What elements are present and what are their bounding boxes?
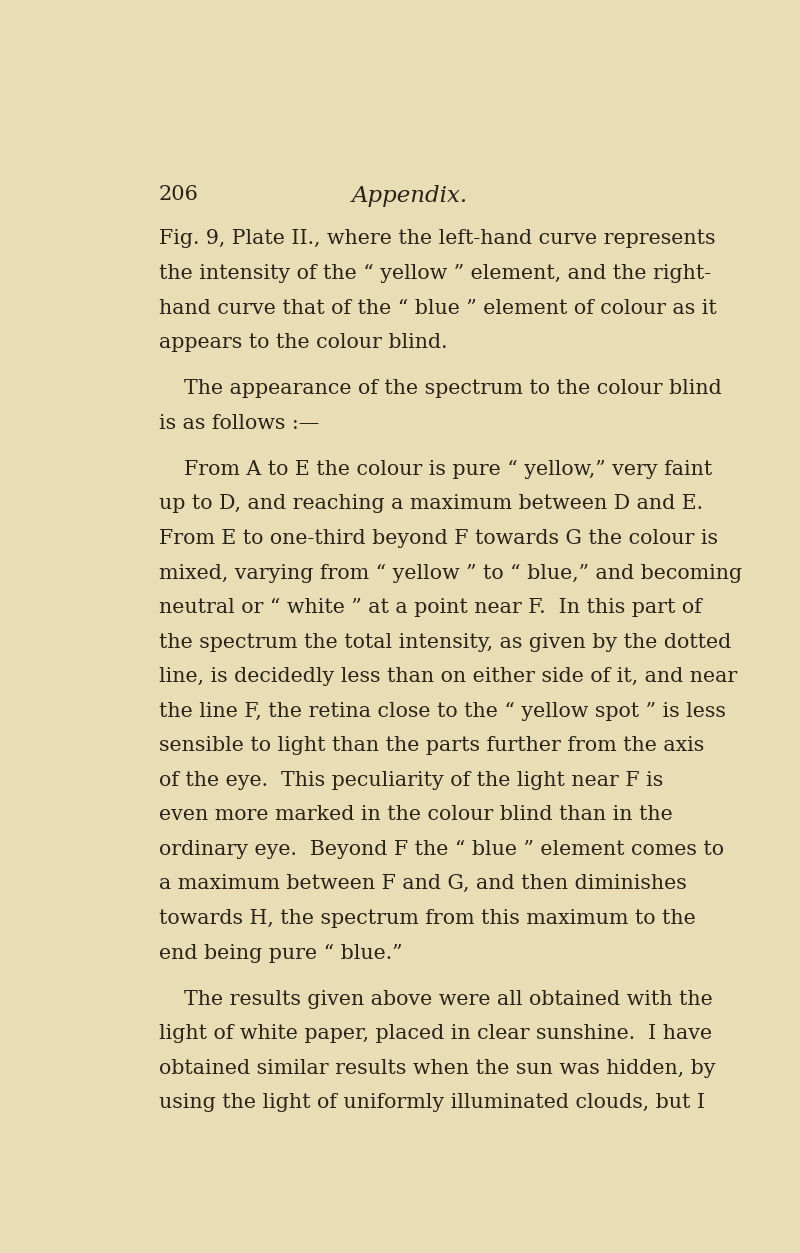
Text: appears to the colour blind.: appears to the colour blind. [159, 333, 447, 352]
Text: From A to E the colour is pure “ yellow,” very faint: From A to E the colour is pure “ yellow,… [184, 460, 712, 479]
Text: using the light of uniformly illuminated clouds, but I: using the light of uniformly illuminated… [159, 1093, 705, 1113]
Text: up to D, and reaching a maximum between D and E.: up to D, and reaching a maximum between … [159, 495, 703, 514]
Text: the spectrum the total intensity, as given by the dotted: the spectrum the total intensity, as giv… [159, 633, 731, 652]
Text: sensible to light than the parts further from the axis: sensible to light than the parts further… [159, 737, 704, 756]
Text: The appearance of the spectrum to the colour blind: The appearance of the spectrum to the co… [184, 380, 722, 398]
Text: Fig. 9, Plate II., where the left-hand curve represents: Fig. 9, Plate II., where the left-hand c… [159, 229, 715, 248]
Text: a maximum between F and G, and then diminishes: a maximum between F and G, and then dimi… [159, 875, 686, 893]
Text: From E to one-third beyond F towards G the colour is: From E to one-third beyond F towards G t… [159, 529, 718, 548]
Text: of the eye.  This peculiarity of the light near F is: of the eye. This peculiarity of the ligh… [159, 771, 663, 789]
Text: is as follows :—: is as follows :— [159, 413, 319, 432]
Text: neutral or “ white ” at a point near F.  In this part of: neutral or “ white ” at a point near F. … [159, 598, 702, 618]
Text: 206: 206 [159, 185, 198, 204]
Text: end being pure “ blue.”: end being pure “ blue.” [159, 944, 402, 962]
Text: towards H, the spectrum from this maximum to the: towards H, the spectrum from this maximu… [159, 908, 696, 928]
Text: the intensity of the “ yellow ” element, and the right-: the intensity of the “ yellow ” element,… [159, 264, 711, 283]
Text: Appendix.: Appendix. [352, 185, 468, 207]
Text: hand curve that of the “ blue ” element of colour as it: hand curve that of the “ blue ” element … [159, 298, 717, 317]
Text: light of white paper, placed in clear sunshine.  I have: light of white paper, placed in clear su… [159, 1024, 712, 1042]
Text: The results given above were all obtained with the: The results given above were all obtaine… [184, 990, 713, 1009]
Text: line, is decidedly less than on either side of it, and near: line, is decidedly less than on either s… [159, 667, 737, 687]
Text: obtained similar results when the sun was hidden, by: obtained similar results when the sun wa… [159, 1059, 715, 1078]
Text: even more marked in the colour blind than in the: even more marked in the colour blind tha… [159, 806, 673, 824]
Text: mixed, varying from “ yellow ” to “ blue,” and becoming: mixed, varying from “ yellow ” to “ blue… [159, 564, 742, 583]
Text: ordinary eye.  Beyond F the “ blue ” element comes to: ordinary eye. Beyond F the “ blue ” elem… [159, 840, 724, 858]
Text: the line F, the retina close to the “ yellow spot ” is less: the line F, the retina close to the “ ye… [159, 702, 726, 720]
